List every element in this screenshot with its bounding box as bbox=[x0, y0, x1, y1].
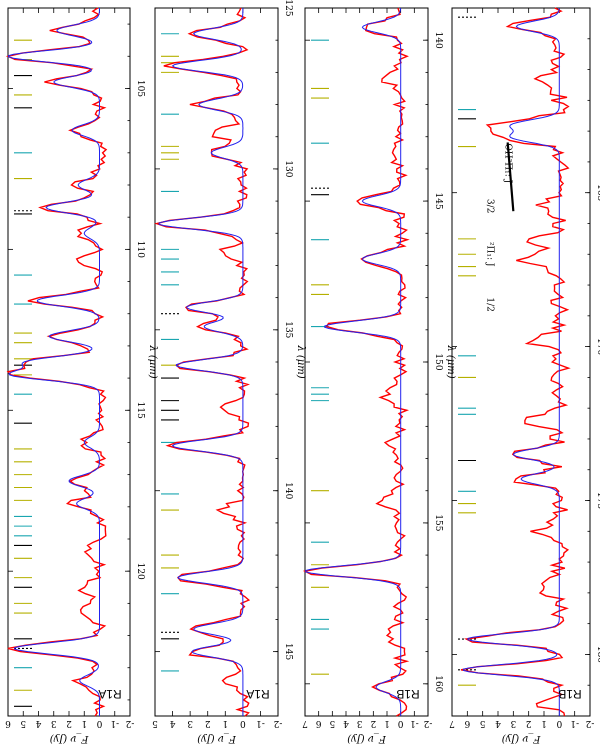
flux-tick-label: 2 bbox=[526, 718, 532, 728]
panel-name: R1A bbox=[98, 687, 121, 701]
x-axis-label: λ (μm) bbox=[295, 344, 306, 378]
model-spectrum bbox=[158, 8, 244, 716]
flux-tick-label: 0 bbox=[398, 718, 404, 728]
wavelength-tick-label: 170 bbox=[595, 338, 600, 355]
flux-tick-label: -2 bbox=[586, 718, 595, 728]
flux-tick-label: 3 bbox=[51, 718, 57, 728]
wavelength-tick-label: 145 bbox=[433, 192, 443, 209]
wavelength-tick-label: 180 bbox=[595, 646, 600, 663]
wavelength-tick-label: 125 bbox=[283, 0, 293, 17]
wavelength-tick-label: 105 bbox=[135, 80, 145, 97]
flux-tick-label: 7 bbox=[302, 718, 308, 728]
panel-4: -2-101234567165170175180R1Bλ (μm)F_ν (Jy… bbox=[449, 7, 600, 744]
flux-tick-label: -2 bbox=[126, 718, 135, 728]
flux-tick-label: 4 bbox=[343, 718, 349, 728]
y-axis-label: F_ν (Jy) bbox=[502, 733, 542, 744]
flux-tick-label: 4 bbox=[495, 718, 501, 728]
plot-frame bbox=[304, 7, 429, 717]
x-axis-label: λ (μm) bbox=[147, 344, 158, 378]
observed-spectrum bbox=[302, 7, 410, 717]
model-spectrum bbox=[305, 7, 402, 716]
flux-tick-label: 1 bbox=[222, 718, 228, 728]
model-spectrum bbox=[8, 8, 100, 716]
pi-32-label: 3/2 bbox=[484, 199, 494, 213]
flux-tick-label: 2 bbox=[370, 718, 376, 728]
flux-tick-label: 0 bbox=[240, 718, 246, 728]
y-axis-label: F_ν (Jy) bbox=[197, 733, 237, 744]
flux-tick-label: 4 bbox=[169, 718, 175, 728]
flux-tick-label: 6 bbox=[464, 718, 470, 728]
model-spectrum bbox=[462, 7, 560, 716]
flux-tick-label: 5 bbox=[480, 718, 486, 728]
flux-tick-label: -1 bbox=[410, 718, 419, 728]
flux-tick-label: -1 bbox=[570, 718, 579, 728]
wavelength-tick-label: 155 bbox=[433, 514, 443, 531]
panel-2: -2 -1 0 1 2 3 4 5 125 130 135 140 145 R1A λ (μm) F_ν (J… bbox=[152, 0, 306, 744]
wavelength-tick-label: 140 bbox=[433, 32, 443, 49]
flux-tick-label: 1 bbox=[384, 718, 390, 728]
pi-12-label: 1/2 bbox=[484, 297, 494, 311]
panel-name: R1B bbox=[396, 687, 419, 701]
oh-annotation: OH²Π₁: J bbox=[503, 143, 513, 183]
wavelength-tick-label: 175 bbox=[595, 492, 600, 509]
wavelength-tick-label: 140 bbox=[283, 482, 293, 499]
annotation-arrow bbox=[506, 142, 515, 212]
pi-symbol-label: ²Π₁: J bbox=[484, 242, 494, 267]
flux-tick-label: -2 bbox=[274, 718, 283, 728]
flux-tick-label: 3 bbox=[187, 718, 193, 728]
observed-spectrum bbox=[460, 7, 571, 717]
flux-tick-label: 6 bbox=[5, 718, 11, 728]
panel-name: R1A bbox=[246, 687, 269, 701]
flux-tick-label: 7 bbox=[449, 718, 455, 728]
wavelength-tick-label: 145 bbox=[283, 643, 293, 660]
x-axis-label: λ (μm) bbox=[445, 344, 456, 378]
flux-tick-label: 1 bbox=[541, 718, 547, 728]
flux-tick-label: 6 bbox=[316, 718, 322, 728]
flux-tick-label: 4 bbox=[35, 718, 41, 728]
flux-tick-label: -1 bbox=[110, 718, 119, 728]
wavelength-tick-label: 165 bbox=[595, 184, 600, 201]
observed-spectrum bbox=[5, 7, 108, 717]
flux-tick-label: 1 bbox=[81, 718, 87, 728]
wavelength-tick-label: 120 bbox=[135, 563, 145, 580]
y-axis-label: F_ν (Jy) bbox=[347, 733, 387, 744]
flux-tick-label: 3 bbox=[510, 718, 516, 728]
wavelength-tick-label: 110 bbox=[135, 241, 145, 258]
wavelength-tick-label: 115 bbox=[135, 402, 145, 419]
flux-tick-label: 2 bbox=[205, 718, 211, 728]
plot-frame bbox=[451, 7, 591, 717]
flux-tick-label: 3 bbox=[357, 718, 363, 728]
flux-tick-label: 5 bbox=[20, 718, 26, 728]
flux-tick-label: 0 bbox=[556, 718, 562, 728]
flux-tick-label: 5 bbox=[152, 718, 158, 728]
flux-tick-label: 2 bbox=[66, 718, 72, 728]
panel-name: R1B bbox=[558, 687, 581, 701]
flux-tick-label: 5 bbox=[329, 718, 335, 728]
observed-spectrum bbox=[154, 7, 251, 717]
y-axis-label: F_ν (Jy) bbox=[50, 733, 90, 744]
wavelength-tick-label: 135 bbox=[283, 321, 293, 338]
flux-tick-label: -2 bbox=[424, 718, 433, 728]
wavelength-tick-label: 150 bbox=[433, 353, 443, 370]
flux-tick-label: -1 bbox=[256, 718, 265, 728]
wavelength-tick-label: 130 bbox=[283, 160, 293, 177]
wavelength-tick-label: 160 bbox=[433, 675, 443, 692]
flux-tick-label: 0 bbox=[96, 718, 102, 728]
